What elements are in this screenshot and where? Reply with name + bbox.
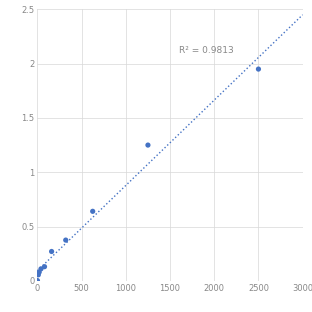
Point bbox=[36, 272, 41, 277]
Point bbox=[37, 270, 42, 275]
Point bbox=[49, 249, 54, 254]
Point bbox=[63, 238, 68, 243]
Point bbox=[35, 278, 40, 283]
Point bbox=[42, 264, 47, 269]
Point bbox=[90, 209, 95, 214]
Point bbox=[145, 143, 150, 148]
Point bbox=[256, 66, 261, 71]
Text: R² = 0.9813: R² = 0.9813 bbox=[179, 46, 234, 55]
Point bbox=[38, 266, 43, 271]
